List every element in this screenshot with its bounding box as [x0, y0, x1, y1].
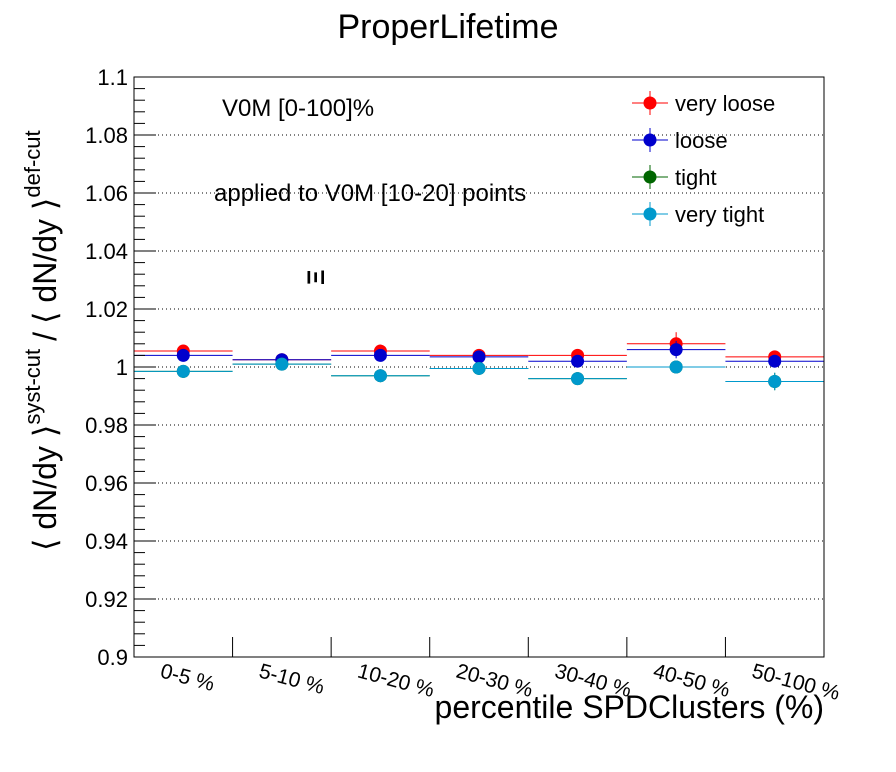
x-axis-label: percentile SPDClusters (%) — [435, 689, 824, 725]
series-layer — [134, 332, 824, 391]
legend-label: very tight — [675, 202, 764, 227]
data-point — [768, 354, 782, 368]
y-tick-label: 1.04 — [85, 239, 128, 264]
y-tick-label: 1.02 — [85, 297, 128, 322]
y-axis-label-numerator-superscript: syst-cut — [20, 349, 45, 425]
legend-marker — [643, 170, 657, 184]
legend-entry: very loose — [632, 91, 775, 116]
annotation-applied: applied to V0M [10-20] points — [214, 180, 526, 207]
legend-marker — [643, 133, 657, 147]
y-tick-label: 0.9 — [97, 645, 128, 670]
y-axis-label-denominator: ⟨ dN/dy ⟩ — [27, 198, 63, 324]
data-point — [571, 372, 585, 386]
y-tick-label: 1 — [116, 355, 128, 380]
y-tick-label: 1.08 — [85, 123, 128, 148]
data-point — [571, 354, 585, 368]
data-point — [176, 364, 190, 378]
legend-label: loose — [675, 128, 728, 153]
series-very-tight — [134, 357, 824, 391]
data-point — [472, 361, 486, 375]
data-point — [275, 357, 289, 371]
legend-marker — [643, 96, 657, 110]
y-axis-label-separator: / — [27, 332, 63, 341]
data-point — [472, 350, 486, 364]
y-tick-label: 1.06 — [85, 181, 128, 206]
chart-title: ProperLifetime — [337, 8, 558, 46]
data-point — [669, 343, 683, 357]
y-tick-label: 0.96 — [85, 471, 128, 496]
annotation-centrality: V0M [0-100]% — [222, 95, 374, 122]
data-point — [768, 375, 782, 388]
y-tick-label: 1.1 — [97, 65, 128, 90]
data-point — [669, 360, 683, 374]
legend-label: tight — [675, 165, 717, 190]
legend: very loose loose tight very tight — [632, 91, 775, 227]
y-axis-label-numerator: ⟨ dN/dy ⟩ — [27, 425, 63, 551]
y-tick-label: 0.92 — [85, 587, 128, 612]
y-axis-label-denominator-superscript: def-cut — [20, 130, 45, 197]
data-point — [373, 369, 387, 383]
legend-entry: very tight — [632, 202, 764, 227]
legend-entry: tight — [632, 165, 717, 190]
annotation-particle: Ξ — [303, 270, 330, 285]
y-tick-label: 0.94 — [85, 529, 128, 554]
y-axis-label: ⟨ dN/dy ⟩syst-cut/⟨ dN/dy ⟩def-cut — [20, 130, 63, 551]
legend-entry: loose — [632, 128, 728, 153]
data-point — [373, 348, 387, 362]
legend-marker — [643, 207, 657, 221]
y-tick-label: 0.98 — [85, 413, 128, 438]
legend-label: very loose — [675, 91, 775, 116]
data-point — [176, 348, 190, 362]
